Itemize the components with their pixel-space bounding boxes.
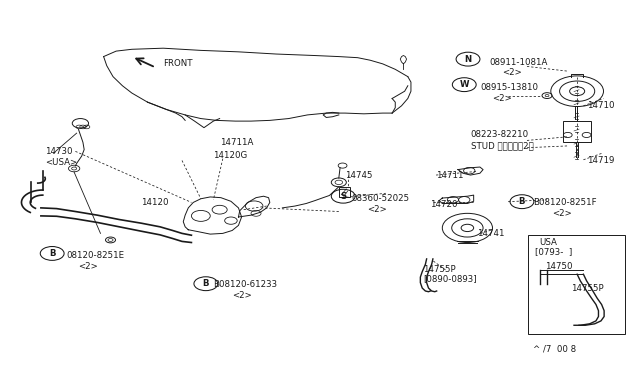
Text: 14711A: 14711A: [220, 138, 253, 147]
Text: B08120-61233: B08120-61233: [213, 280, 278, 289]
Text: 14755P: 14755P: [571, 283, 604, 292]
Text: W: W: [460, 80, 469, 89]
Circle shape: [68, 165, 80, 172]
Text: <USA>: <USA>: [45, 158, 77, 167]
Text: STUD スタッド（2）: STUD スタッド（2）: [470, 141, 533, 150]
Text: S: S: [340, 192, 346, 201]
Text: ^ /7  00 8: ^ /7 00 8: [533, 345, 577, 354]
Text: 14755P: 14755P: [424, 265, 456, 274]
Text: 14120: 14120: [141, 198, 169, 207]
Text: 08223-82210: 08223-82210: [470, 131, 529, 140]
Text: <2>: <2>: [502, 68, 522, 77]
Text: 14719: 14719: [587, 156, 614, 165]
Text: 14710: 14710: [587, 101, 614, 110]
Text: 14711: 14711: [436, 171, 463, 180]
Text: 08911-1081A: 08911-1081A: [490, 58, 548, 67]
Text: 14720: 14720: [430, 200, 457, 209]
Text: <2>: <2>: [79, 262, 99, 271]
Text: 08120-8251E: 08120-8251E: [66, 251, 124, 260]
Text: B: B: [49, 249, 56, 258]
Text: USA: USA: [540, 238, 557, 247]
Text: <2>: <2>: [367, 205, 387, 214]
Text: 08360-52025: 08360-52025: [351, 194, 410, 203]
Text: <2>: <2>: [493, 94, 512, 103]
Text: 14745: 14745: [345, 171, 372, 180]
Text: [0793-  ]: [0793- ]: [535, 247, 572, 256]
Circle shape: [72, 119, 88, 128]
Text: B08120-8251F: B08120-8251F: [533, 198, 597, 207]
Text: B: B: [518, 197, 525, 206]
Text: B: B: [203, 279, 209, 288]
Text: 14750: 14750: [545, 262, 572, 271]
Text: FRONT: FRONT: [163, 60, 193, 68]
Text: 14730: 14730: [45, 147, 73, 156]
Bar: [563, 121, 591, 142]
Text: [0890-0893]: [0890-0893]: [424, 275, 477, 283]
Text: 14741: 14741: [477, 229, 504, 238]
Text: N: N: [465, 55, 472, 64]
Text: 14120G: 14120G: [213, 151, 248, 160]
Text: 08915-13810: 08915-13810: [480, 83, 538, 92]
Text: <2>: <2>: [232, 291, 252, 300]
Bar: [528, 235, 625, 334]
Bar: [339, 187, 350, 197]
Text: <2>: <2>: [552, 209, 572, 218]
